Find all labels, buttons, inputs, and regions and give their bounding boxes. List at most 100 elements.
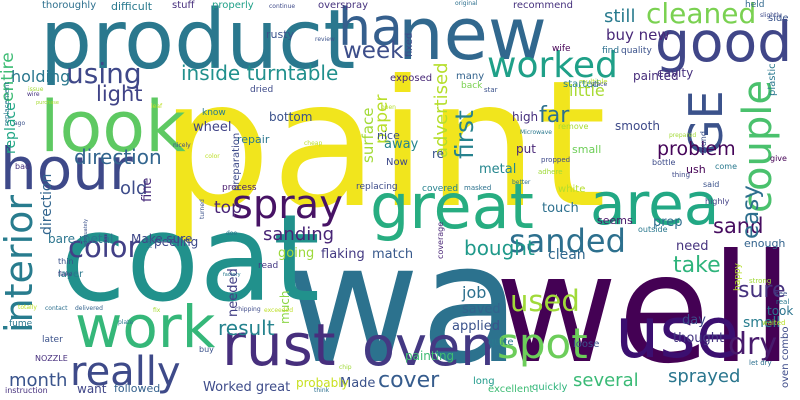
cloud-word: spot [497, 319, 588, 368]
cloud-word: bought [464, 236, 535, 260]
cloud-word: work [75, 293, 216, 361]
cloud-word: clean [548, 247, 586, 263]
cloud-word: ago [14, 120, 26, 127]
cloud-word: bare metal [48, 232, 114, 246]
cloud-word: rust [222, 311, 336, 379]
cloud-word: nicely [173, 142, 191, 149]
cloud-word: stuff [172, 0, 195, 11]
cloud-word: prep [653, 215, 683, 230]
cloud-word: contact [45, 305, 68, 312]
cloud-word: continue [269, 3, 296, 10]
cloud-word: spray [232, 182, 343, 228]
cloud-word: day [682, 313, 706, 328]
cloud-word: found [699, 131, 708, 154]
cloud-word: small [572, 143, 602, 156]
cloud-word: remove [558, 122, 589, 131]
cloud-word: far [539, 103, 570, 128]
cloud-word: sanded [509, 222, 626, 260]
cloud-word: advertised [431, 62, 452, 158]
cloud-word: outside [638, 225, 668, 234]
cloud-word: better [512, 179, 531, 186]
cloud-word: plate [118, 319, 134, 326]
cloud-word: masked [464, 184, 492, 192]
cloud-word: probably [296, 376, 349, 390]
cloud-word: used [510, 284, 580, 318]
cloud-word: great [370, 170, 534, 243]
cloud-word: highly [705, 197, 730, 206]
cloud-word: ush [686, 163, 706, 176]
cloud-word: interior [0, 195, 41, 333]
cloud-word: enough [744, 237, 786, 250]
cloud-word: color [68, 230, 140, 264]
cloud-word: exceeded [264, 307, 294, 314]
cloud-word: open [381, 104, 396, 111]
cloud-word: many [456, 71, 485, 82]
cloud-word: applied [452, 319, 500, 334]
cloud-word: place [591, 81, 608, 88]
cloud-word: bad [15, 162, 31, 171]
cloud-word: started [563, 79, 599, 90]
cloud-word: Make sure [131, 232, 193, 246]
cloud-word: painting [405, 349, 455, 363]
cloud-word: properly [212, 0, 254, 11]
cloud-word: direction [39, 173, 55, 235]
cloud-word: preparation [231, 132, 242, 191]
cloud-word: thing [672, 171, 691, 179]
cloud-word: high [512, 110, 539, 124]
cloud-word: wheel [193, 120, 232, 135]
cloud-word: wa [285, 208, 522, 400]
cloud-word: purchase [36, 100, 59, 106]
cloud-word: waited [762, 319, 786, 327]
cloud-word: thought [673, 331, 725, 346]
cloud-word: worked [487, 45, 618, 86]
cloud-word: white [558, 184, 586, 195]
cloud-word: star [484, 86, 498, 94]
cloud-word: good [655, 10, 793, 74]
cloud-word: direction [74, 145, 162, 169]
cloud-word: saved [462, 302, 501, 317]
cloud-word: going [278, 246, 315, 261]
cloud-word: oven combo [780, 326, 791, 388]
cloud-word: long [473, 376, 495, 387]
cloud-word: give [770, 154, 787, 163]
cloud-word: quite [488, 337, 514, 348]
cloud-word: read [258, 261, 279, 271]
cloud-word: real [776, 298, 790, 306]
cloud-word: buy [199, 345, 214, 354]
cloud-word: take [673, 253, 721, 278]
cloud-word: put [516, 142, 536, 156]
cloud-word: held [745, 0, 765, 10]
cloud-word: re [432, 147, 445, 161]
cloud-word: plastic [767, 63, 778, 96]
cloud-word: factory [223, 272, 241, 278]
cloud-word: look [40, 86, 186, 168]
cloud-word: Worked great [203, 380, 291, 395]
cloud-word: overspray [318, 0, 369, 11]
cloud-word: top [214, 198, 242, 218]
cloud-word: rusty [266, 28, 295, 41]
cloud-word: adequately [83, 218, 89, 247]
cloud-word: see [775, 290, 788, 298]
cloud-word: flaking [321, 247, 365, 262]
cloud-word: Microwave [520, 129, 552, 136]
cloud-word: want [77, 382, 107, 396]
cloud-word: sanding [263, 224, 335, 245]
cloud-word: side [768, 13, 789, 24]
cloud-word: sprayed [668, 366, 741, 387]
cloud-word: job [462, 283, 487, 302]
cloud-word: use [615, 292, 739, 374]
cloud-word: come [715, 162, 738, 171]
cloud-word: totally [18, 304, 37, 311]
cloud-word: difficult [111, 0, 153, 13]
cloud-word: instruction [5, 386, 48, 395]
cloud-word: oven [362, 315, 495, 378]
cloud-word: review [315, 36, 335, 43]
cloud-word: thoroughly [42, 0, 97, 11]
cloud-word: let dry [749, 359, 772, 367]
cloud-word: cavity [657, 66, 694, 80]
cloud-word: match [372, 247, 414, 262]
cloud-word: month [9, 370, 68, 391]
cloud-word: smooth [615, 119, 660, 133]
cloud-word: result [218, 316, 275, 340]
